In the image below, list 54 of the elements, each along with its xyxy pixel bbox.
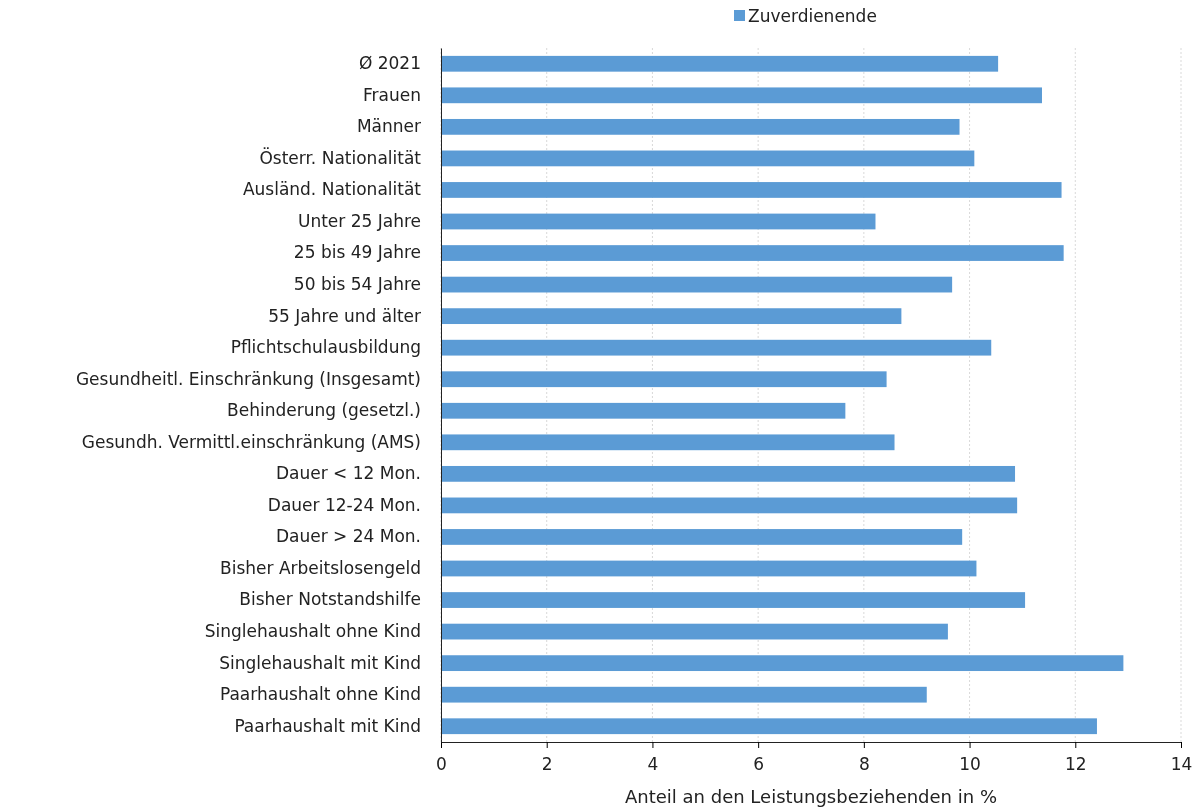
y-tick-label: Bisher Arbeitslosengeld xyxy=(220,557,421,578)
bar xyxy=(441,339,992,356)
bar xyxy=(441,686,927,703)
bar xyxy=(441,308,902,325)
y-tick-label: Unter 25 Jahre xyxy=(297,210,421,231)
bar xyxy=(441,213,876,230)
y-tick-label: Ø 2021 xyxy=(358,53,421,74)
y-tick-label: Gesundheitl. Einschränkung (Insgesamt) xyxy=(75,368,421,389)
y-tick-label: Pflichtschulausbildung xyxy=(230,337,421,358)
x-tick-label: 12 xyxy=(1064,753,1087,774)
y-tick-label: Behinderung (gesetzl.) xyxy=(227,400,421,421)
x-tick-label: 14 xyxy=(1170,753,1193,774)
y-tick-label: Paarhaushalt ohne Kind xyxy=(219,684,421,705)
y-tick-label: Ausländ. Nationalität xyxy=(242,179,422,200)
bar xyxy=(441,87,1042,104)
y-tick-label: Singlehaushalt ohne Kind xyxy=(204,621,421,642)
bar xyxy=(441,371,887,388)
y-tick-label: 25 bis 49 Jahre xyxy=(293,242,421,263)
y-tick-label: Paarhaushalt mit Kind xyxy=(234,715,421,736)
x-tick-label: 2 xyxy=(541,753,553,774)
y-tick-label: Dauer 12-24 Mon. xyxy=(267,494,421,515)
bar xyxy=(441,529,963,545)
y-tick-label: Männer xyxy=(356,116,421,137)
bar xyxy=(441,402,846,419)
x-axis-title: Anteil an den Leistungsbeziehenden in % xyxy=(625,786,997,807)
bar xyxy=(441,55,999,72)
bar xyxy=(441,560,977,577)
x-tick-label: 6 xyxy=(753,753,765,774)
y-tick-label: Dauer > 24 Mon. xyxy=(275,526,421,547)
bar xyxy=(441,465,1016,482)
bar xyxy=(441,655,1124,672)
bar xyxy=(441,150,975,167)
y-tick-label: 50 bis 54 Jahre xyxy=(293,274,421,295)
y-tick-label: Gesundh. Vermittl.einschränkung (AMS) xyxy=(81,431,421,452)
bar xyxy=(441,276,953,293)
bar xyxy=(441,182,1062,198)
y-tick-label: Österr. Nationalität xyxy=(259,146,422,168)
x-tick-label: 10 xyxy=(959,753,981,774)
y-tick-label: Singlehaushalt mit Kind xyxy=(219,652,421,673)
bar xyxy=(441,623,948,640)
bar xyxy=(441,118,960,135)
bar xyxy=(441,497,1018,514)
legend-label: Zuverdienende xyxy=(748,6,877,26)
y-tick-label: Frauen xyxy=(363,84,421,105)
bar xyxy=(441,245,1064,261)
y-tick-label: 55 Jahre und älter xyxy=(268,305,422,326)
x-tick-label: 0 xyxy=(436,753,447,774)
bar xyxy=(441,718,1097,735)
bar xyxy=(441,434,895,451)
x-tick-label: 4 xyxy=(647,753,659,774)
y-tick-label: Bisher Notstandshilfe xyxy=(239,589,421,610)
x-tick-label: 8 xyxy=(858,753,870,774)
bar xyxy=(441,592,1026,608)
y-tick-label: Dauer < 12 Mon. xyxy=(275,463,421,484)
